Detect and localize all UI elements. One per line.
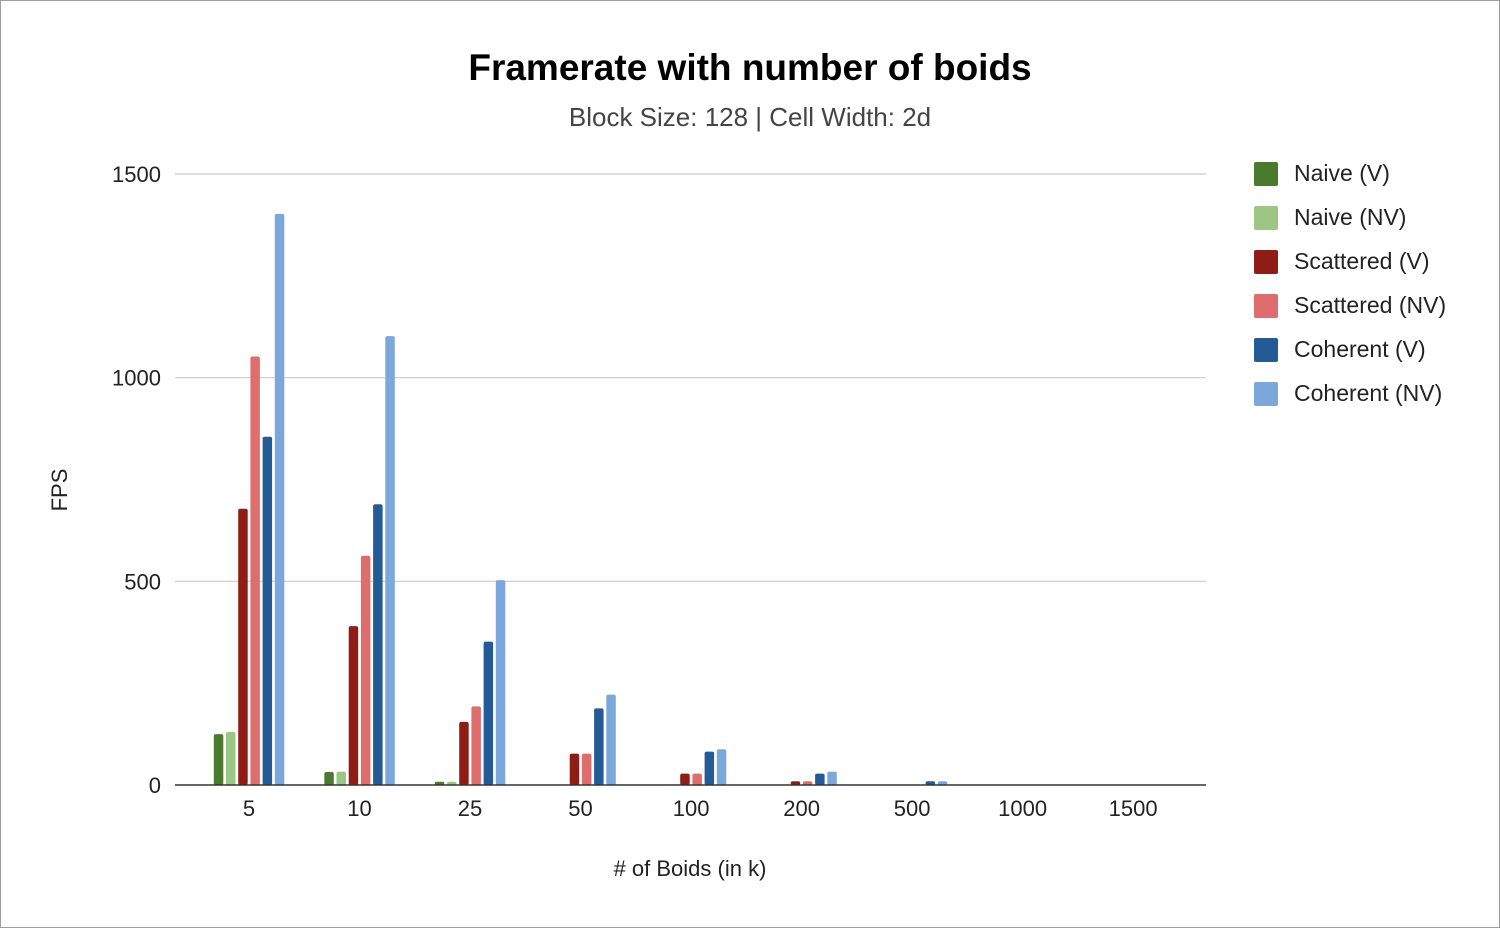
bar-scattered-v-5	[238, 508, 248, 785]
bar-coherent-nv-200	[827, 771, 837, 785]
bar-coherent-v-500	[925, 781, 936, 785]
bar-scattered-nv-5	[250, 356, 260, 785]
bar-naive-nv-5	[226, 732, 236, 785]
x-tick-label: 5	[243, 796, 255, 821]
x-tick-labels: 5 10 25 50 100 200 500 1000 1500	[243, 796, 1158, 821]
legend-label: Naive (V)	[1294, 160, 1390, 186]
bar-scattered-v-200	[790, 781, 801, 785]
bar-coherent-v-10	[373, 504, 383, 785]
bar-naive-v-5	[213, 734, 224, 785]
y-tick-label: 1500	[112, 162, 161, 187]
y-tick-labels: 0 500 1000 1500	[112, 162, 161, 798]
legend-label: Scattered (V)	[1294, 248, 1430, 274]
y-axis-label: FPS	[47, 469, 72, 512]
bar-scattered-v-25	[459, 721, 469, 785]
bar-coherent-nv-100	[716, 749, 727, 785]
bar-scattered-nv-50	[581, 753, 592, 785]
bar-naive-nv-25	[447, 781, 457, 785]
bar-scattered-v-100	[680, 773, 690, 785]
x-tick-label: 100	[673, 796, 710, 821]
bar-naive-v-25	[434, 781, 445, 785]
legend-swatch	[1254, 162, 1278, 186]
legend-label: Scattered (NV)	[1294, 292, 1446, 318]
x-tick-label: 50	[568, 796, 592, 821]
x-tick-label: 500	[894, 796, 931, 821]
y-tick-label: 0	[149, 773, 161, 798]
bar-coherent-nv-500	[937, 781, 948, 785]
legend-label: Coherent (NV)	[1294, 380, 1442, 406]
bar-scattered-v-10	[348, 626, 359, 785]
bar-scattered-nv-200	[802, 781, 813, 785]
y-tick-label: 500	[124, 569, 161, 594]
bar-naive-v-10	[324, 772, 334, 785]
bar-scattered-nv-25	[471, 706, 481, 785]
x-tick-label: 25	[458, 796, 482, 821]
y-tick-label: 1000	[112, 366, 161, 391]
chart-subtitle: Block Size: 128 | Cell Width: 2d	[569, 102, 931, 132]
legend-label: Naive (NV)	[1294, 204, 1406, 230]
bar-coherent-v-50	[594, 708, 604, 785]
legend: Naive (V) Naive (NV) Scattered (V) Scattere…	[1254, 160, 1446, 406]
bar-scattered-v-50	[569, 753, 580, 785]
legend-swatch	[1254, 294, 1278, 318]
bar-coherent-v-25	[483, 641, 494, 785]
legend-swatch	[1254, 382, 1278, 406]
gridlines	[175, 173, 1206, 582]
bar-coherent-v-5	[262, 436, 273, 785]
legend-swatch	[1254, 206, 1278, 230]
bar-coherent-nv-10	[385, 336, 395, 785]
bar-coherent-nv-5	[274, 213, 285, 785]
legend-swatch	[1254, 338, 1278, 362]
bar-naive-nv-10	[336, 771, 346, 785]
bar-coherent-nv-50	[606, 694, 616, 785]
x-tick-label: 200	[783, 796, 820, 821]
bar-coherent-nv-25	[495, 580, 506, 785]
x-tick-label: 1000	[998, 796, 1047, 821]
x-tick-label: 10	[347, 796, 371, 821]
x-tick-label: 1500	[1109, 796, 1158, 821]
chart-title: Framerate with number of boids	[468, 47, 1031, 88]
bars	[213, 213, 948, 785]
legend-swatch	[1254, 250, 1278, 274]
bar-scattered-nv-100	[692, 773, 702, 785]
bar-coherent-v-200	[815, 773, 825, 785]
legend-label: Coherent (V)	[1294, 336, 1426, 362]
bar-scattered-nv-10	[360, 555, 371, 785]
x-axis-label: # of Boids (in k)	[614, 856, 767, 881]
bar-coherent-v-100	[704, 751, 715, 785]
